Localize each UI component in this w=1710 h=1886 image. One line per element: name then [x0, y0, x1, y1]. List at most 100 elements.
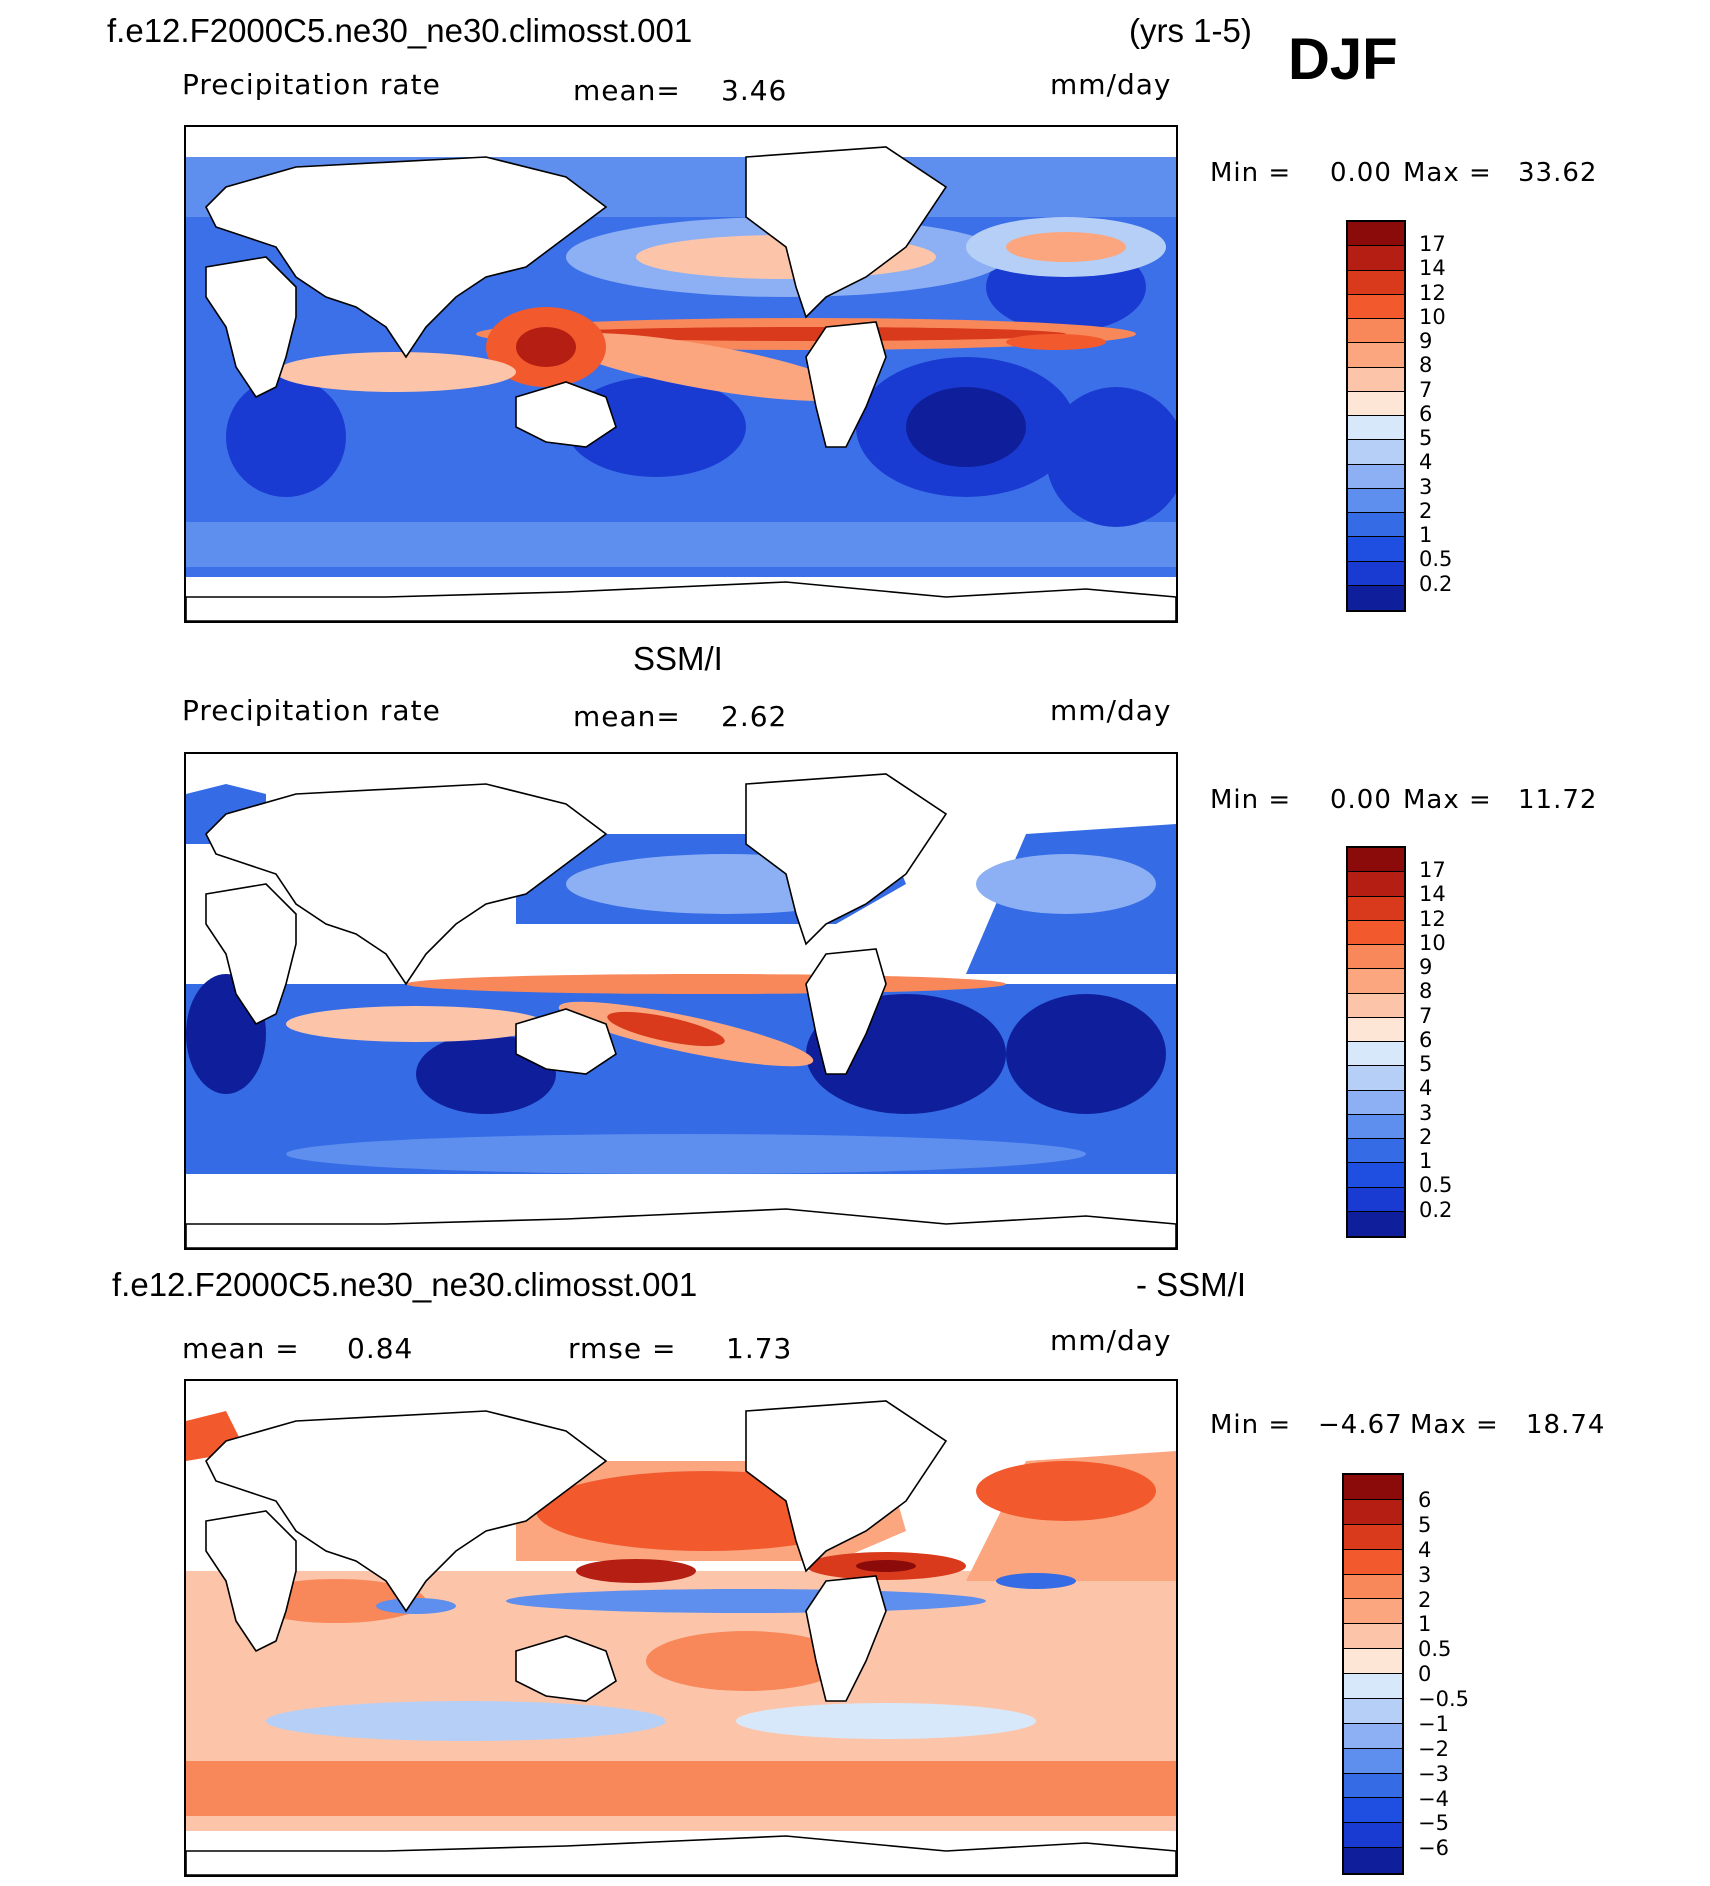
colorbar-swatch: [1344, 1674, 1402, 1699]
colorbar-tick-label: 6: [1418, 1488, 1432, 1512]
colorbar-tick-label: 1: [1419, 1149, 1433, 1173]
colorbar-tick-label: 6: [1419, 1027, 1433, 1052]
colorbar-swatch: [1348, 1211, 1404, 1236]
colorbar-swatch: [1344, 1798, 1402, 1824]
min-label: Min =: [1210, 785, 1292, 815]
colorbar-swatch: [1348, 1163, 1404, 1188]
max-value: 11.72: [1518, 785, 1598, 815]
colorbar-swatch: [1348, 945, 1404, 970]
colorbar-tick-label: −3: [1418, 1761, 1449, 1786]
colorbar-tick-label: 7: [1419, 1003, 1433, 1028]
model-precip-field: [186, 127, 1176, 621]
colorbar-tick-label: 10: [1419, 930, 1446, 955]
diff-title-left: f.e12.F2000C5.ne30_ne30.climosst.001: [112, 1266, 698, 1303]
colorbar-tick-label: 1: [1419, 523, 1433, 547]
variable-label: Precipitation rate: [182, 694, 441, 727]
colorbar-swatch: [1348, 1114, 1404, 1139]
colorbar-swatch: [1344, 1574, 1402, 1600]
colorbar-swatch: [1348, 294, 1404, 319]
colorbar-swatch: [1344, 1549, 1402, 1575]
colorbar-tick-label: −2: [1418, 1736, 1449, 1761]
model-precip-map: [184, 125, 1178, 623]
colorbar-swatch: [1344, 1723, 1402, 1749]
colorbar-tick-label: 14: [1419, 256, 1446, 281]
max-value: 18.74: [1526, 1410, 1606, 1440]
colorbar-swatch: [1348, 513, 1404, 538]
mean-label: mean =: [182, 1332, 300, 1365]
colorbar-tick-label: 3: [1419, 474, 1433, 499]
max-label: Max =: [1410, 1410, 1499, 1440]
diff-title-right: - SSM/I: [1136, 1266, 1247, 1303]
colorbar-swatch: [1348, 969, 1404, 994]
colorbar-tick-label: 9: [1419, 329, 1433, 353]
colorbar-tick-label: 8: [1419, 979, 1433, 1004]
colorbar-tick-label: 5: [1418, 1512, 1432, 1537]
colorbar-tick-label: −0.5: [1418, 1687, 1469, 1711]
colorbar-swatch: [1348, 270, 1404, 295]
units-label: mm/day: [1050, 694, 1172, 727]
mean-label: mean=: [573, 700, 681, 733]
colorbar-swatch: [1348, 896, 1404, 921]
colorbar-swatch: [1348, 993, 1404, 1018]
colorbar-tick-label: 0.2: [1419, 1197, 1453, 1222]
colorbar-tick-label: 6: [1419, 401, 1433, 426]
colorbar-swatch: [1348, 537, 1404, 562]
colorbar-tick-label: 5: [1419, 1052, 1433, 1076]
colorbar-tick-label: 2: [1419, 498, 1433, 523]
colorbar-tick-label: −4: [1418, 1786, 1449, 1811]
colorbar-tick-label: 7: [1419, 377, 1433, 402]
mean-value: 0.84: [347, 1332, 414, 1365]
colorbar-swatch: [1348, 920, 1404, 945]
colorbar-tick-label: 17: [1419, 232, 1446, 256]
colorbar-tick-label: 3: [1418, 1562, 1432, 1587]
max-label: Max =: [1403, 158, 1492, 188]
obs-precip-field: [186, 754, 1176, 1248]
diff-precip-map: [184, 1379, 1178, 1877]
colorbar-swatch: [1348, 440, 1404, 465]
colorbar-tick-label: 9: [1419, 955, 1433, 979]
colorbar-swatch: [1344, 1475, 1402, 1500]
min-label: Min =: [1210, 158, 1292, 188]
colorbar-swatch: [1344, 1524, 1402, 1550]
case-title: f.e12.F2000C5.ne30_ne30.climosst.001: [107, 12, 693, 49]
colorbar-swatch: [1344, 1499, 1402, 1525]
colorbar-swatch: [1348, 391, 1404, 416]
colorbar-tick-label: 0: [1418, 1662, 1432, 1687]
colorbar-swatch: [1348, 246, 1404, 271]
rmse-label: rmse =: [568, 1332, 677, 1365]
min-value: 0.00: [1330, 785, 1392, 815]
colorbar: [1346, 220, 1406, 612]
colorbar-swatch: [1344, 1649, 1402, 1674]
colorbar-tick-label: 4: [1418, 1537, 1432, 1562]
colorbar-tick-label: −5: [1418, 1811, 1449, 1836]
colorbar-swatch: [1348, 367, 1404, 392]
colorbar-swatch: [1344, 1698, 1402, 1724]
colorbar-tick-label: 14: [1419, 882, 1446, 907]
mean-label: mean=: [573, 74, 681, 107]
colorbar-tick-label: 3: [1419, 1100, 1433, 1125]
colorbar-swatch: [1348, 1139, 1404, 1164]
diff-precip-field: [186, 1381, 1176, 1875]
colorbar-tick-label: 4: [1419, 450, 1433, 475]
colorbar-tick-label: −6: [1418, 1836, 1449, 1861]
colorbar-swatch: [1348, 848, 1404, 873]
variable-label: Precipitation rate: [182, 68, 441, 101]
colorbar-tick-label: 5: [1419, 426, 1433, 450]
colorbar-swatch: [1348, 1090, 1404, 1115]
years-label: (yrs 1-5): [1129, 12, 1252, 49]
colorbar-swatch: [1344, 1599, 1402, 1625]
colorbar-swatch: [1348, 416, 1404, 441]
colorbar-swatch: [1348, 585, 1404, 610]
colorbar-tick-label: 0.5: [1419, 1173, 1453, 1198]
colorbar-tick-label: −1: [1418, 1711, 1449, 1736]
season-label: DJF: [1288, 27, 1398, 92]
colorbar-swatch: [1348, 561, 1404, 586]
colorbar-tick-label: 10: [1419, 304, 1446, 329]
rmse-value: 1.73: [726, 1332, 793, 1365]
colorbar-swatch: [1344, 1773, 1402, 1799]
min-value: −4.67: [1318, 1410, 1403, 1440]
mean-value: 2.62: [721, 700, 788, 733]
colorbar-swatch: [1348, 488, 1404, 513]
colorbar: [1346, 846, 1406, 1238]
min-value: 0.00: [1330, 158, 1392, 188]
